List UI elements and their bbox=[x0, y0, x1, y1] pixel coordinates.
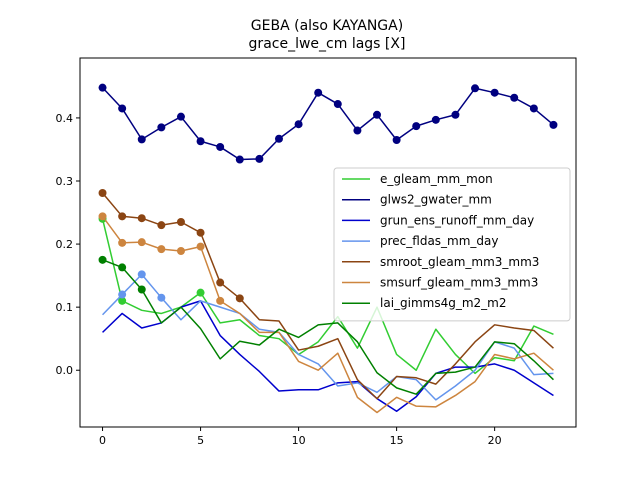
data-point-glws2_gwater_mm bbox=[373, 110, 382, 119]
data-point-prec_fldas_mm_day bbox=[157, 293, 166, 302]
data-point-lai_gimms4g_m2_m2 bbox=[118, 263, 127, 272]
legend-box bbox=[333, 167, 571, 322]
legend-label: e_gleam_mm_mon bbox=[380, 172, 493, 186]
data-point-glws2_gwater_mm bbox=[118, 104, 127, 113]
series-line-prec_fldas_mm_day bbox=[102, 273, 554, 401]
data-point-smroot_gleam_mm3_mm3 bbox=[216, 278, 225, 287]
y-tick-label: 0.3 bbox=[56, 175, 74, 188]
data-point-smsurf_gleam_mm3_mm3 bbox=[176, 247, 185, 256]
data-point-smsurf_gleam_mm3_mm3 bbox=[137, 238, 146, 247]
data-point-smroot_gleam_mm3_mm3 bbox=[176, 218, 185, 226]
data-point-glws2_gwater_mm bbox=[431, 115, 440, 124]
series-line-glws2_gwater_mm bbox=[102, 87, 554, 161]
data-point-glws2_gwater_mm bbox=[510, 93, 519, 102]
data-point-smroot_gleam_mm3_mm3 bbox=[118, 212, 127, 221]
x-tick-label: 15 bbox=[390, 434, 404, 447]
data-point-glws2_gwater_mm bbox=[353, 126, 362, 135]
x-tick-label: 0 bbox=[99, 434, 106, 447]
plot-area bbox=[98, 83, 558, 414]
data-point-smroot_gleam_mm3_mm3 bbox=[137, 214, 146, 223]
data-point-lai_gimms4g_m2_m2 bbox=[137, 285, 146, 294]
data-point-prec_fldas_mm_day bbox=[137, 270, 146, 279]
y-tick-label: 0.2 bbox=[56, 238, 74, 251]
legend-label: prec_fldas_mm_day bbox=[380, 234, 499, 248]
data-point-glws2_gwater_mm bbox=[392, 136, 401, 144]
data-point-glws2_gwater_mm bbox=[549, 120, 558, 129]
x-axis: 0 5 10 15 20 bbox=[99, 427, 502, 447]
data-point-e_gleam_mm_mon bbox=[118, 296, 127, 305]
data-point-glws2_gwater_mm bbox=[294, 120, 303, 129]
data-point-smsurf_gleam_mm3_mm3 bbox=[118, 238, 127, 247]
data-point-glws2_gwater_mm bbox=[274, 134, 283, 143]
y-axis: 0.0 0.1 0.2 0.3 0.4 bbox=[56, 112, 80, 377]
data-point-glws2_gwater_mm bbox=[216, 142, 225, 151]
chart-title: GEBA (also KAYANGA) bbox=[251, 18, 403, 34]
plot-frame bbox=[79, 57, 577, 428]
x-tick-label: 10 bbox=[292, 434, 306, 447]
data-point-smsurf_gleam_mm3_mm3 bbox=[216, 296, 225, 305]
data-point-smroot_gleam_mm3_mm3 bbox=[157, 221, 166, 230]
data-point-lai_gimms4g_m2_m2 bbox=[98, 255, 107, 264]
legend-label: smroot_gleam_mm3_mm3 bbox=[380, 255, 539, 269]
data-point-glws2_gwater_mm bbox=[529, 104, 538, 113]
y-tick-label: 0.1 bbox=[56, 301, 74, 314]
data-point-glws2_gwater_mm bbox=[471, 84, 480, 93]
data-point-smroot_gleam_mm3_mm3 bbox=[98, 188, 107, 197]
x-tick-label: 5 bbox=[197, 434, 204, 447]
data-point-glws2_gwater_mm bbox=[255, 154, 264, 163]
data-point-smsurf_gleam_mm3_mm3 bbox=[196, 242, 205, 251]
data-point-glws2_gwater_mm bbox=[490, 88, 499, 97]
legend-label: grun_ens_runoff_mm_day bbox=[380, 213, 534, 227]
data-point-smroot_gleam_mm3_mm3 bbox=[235, 294, 244, 303]
data-point-glws2_gwater_mm bbox=[137, 135, 146, 144]
legend-label: lai_gimms4g_m2_m2 bbox=[380, 296, 507, 310]
data-point-glws2_gwater_mm bbox=[451, 110, 460, 119]
chart-subtitle: grace_lwe_cm lags [X] bbox=[249, 36, 406, 52]
data-point-glws2_gwater_mm bbox=[157, 123, 166, 132]
data-point-glws2_gwater_mm bbox=[196, 137, 205, 146]
data-point-smsurf_gleam_mm3_mm3 bbox=[157, 245, 166, 254]
legend-label: smsurf_gleam_mm3_mm3 bbox=[380, 276, 538, 290]
x-tick-label: 20 bbox=[488, 434, 502, 447]
y-tick-label: 0.0 bbox=[56, 364, 74, 377]
data-point-smsurf_gleam_mm3_mm3 bbox=[98, 212, 107, 221]
legend: e_gleam_mm_mon glws2_gwater_mm grun_ens_ru… bbox=[333, 167, 571, 322]
data-point-glws2_gwater_mm bbox=[412, 122, 421, 131]
data-point-prec_fldas_mm_day bbox=[118, 290, 127, 299]
data-point-glws2_gwater_mm bbox=[176, 112, 185, 121]
data-point-glws2_gwater_mm bbox=[314, 88, 323, 97]
legend-label: glws2_gwater_mm bbox=[380, 193, 492, 207]
data-point-smroot_gleam_mm3_mm3 bbox=[196, 228, 205, 237]
series-line-lai_gimms4g_m2_m2 bbox=[102, 259, 554, 395]
data-point-e_gleam_mm_mon bbox=[196, 288, 205, 297]
data-point-glws2_gwater_mm bbox=[235, 155, 244, 164]
series-line-e_gleam_mm_mon bbox=[101, 218, 554, 375]
data-point-glws2_gwater_mm bbox=[333, 100, 342, 109]
data-point-glws2_gwater_mm bbox=[98, 83, 107, 92]
y-tick-label: 0.4 bbox=[56, 112, 74, 125]
